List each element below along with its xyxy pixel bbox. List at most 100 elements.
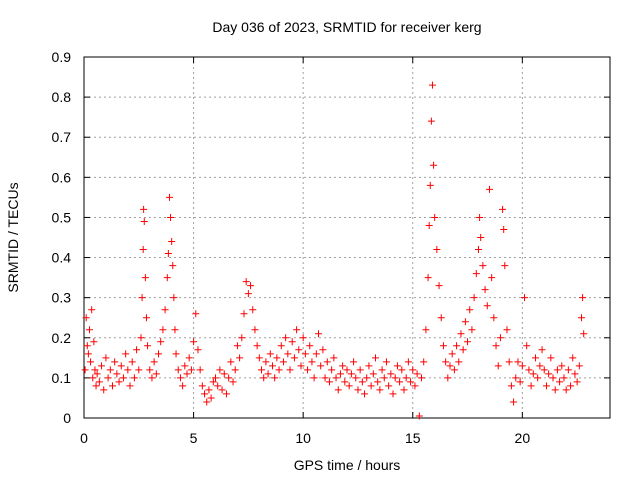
- data-point: [352, 374, 360, 382]
- data-point: [140, 205, 148, 213]
- data-point: [209, 378, 217, 386]
- data-point: [133, 346, 141, 354]
- data-point: [435, 282, 443, 290]
- data-point: [369, 370, 377, 378]
- data-point: [85, 326, 93, 334]
- data-point: [157, 338, 165, 346]
- data-point: [501, 262, 509, 270]
- data-point: [573, 378, 581, 386]
- data-point: [427, 117, 435, 125]
- data-point: [378, 366, 386, 374]
- data-point: [387, 370, 395, 378]
- data-point: [174, 366, 182, 374]
- data-point: [464, 338, 472, 346]
- data-point: [425, 221, 433, 229]
- data-point: [332, 374, 340, 382]
- data-point: [571, 370, 579, 378]
- data-point: [385, 382, 393, 390]
- data-point: [339, 362, 347, 370]
- data-point: [268, 362, 276, 370]
- data-point: [540, 366, 548, 374]
- data-point: [128, 358, 136, 366]
- data-point: [578, 314, 586, 322]
- data-point: [450, 366, 458, 374]
- data-point: [126, 382, 134, 390]
- data-point: [87, 358, 95, 366]
- data-point: [334, 386, 342, 394]
- data-point: [503, 326, 511, 334]
- data-point: [231, 366, 239, 374]
- data-point: [549, 374, 557, 382]
- data-point: [240, 310, 248, 318]
- data-point: [510, 398, 518, 406]
- data-point: [117, 362, 125, 370]
- data-point: [108, 382, 116, 390]
- data-point: [299, 334, 307, 342]
- data-point: [93, 370, 101, 378]
- data-point: [310, 374, 318, 382]
- data-point: [483, 302, 491, 310]
- data-point: [247, 282, 255, 290]
- data-point: [411, 382, 419, 390]
- data-point: [431, 213, 439, 221]
- data-point: [253, 342, 261, 350]
- data-point: [455, 358, 463, 366]
- data-point: [212, 374, 219, 382]
- data-point: [562, 386, 570, 394]
- data-point: [290, 354, 298, 362]
- data-point: [363, 374, 371, 382]
- data-point: [547, 354, 555, 362]
- data-point: [102, 354, 110, 362]
- data-point: [466, 306, 474, 314]
- data-point: [187, 366, 195, 374]
- axis-ticks: 0 0.1 0.2 0.3 0.4 0.5 0.6 0.7 0.8 0.9 0 5 10 15 20: [52, 49, 610, 446]
- x-tick-label: 5: [190, 430, 198, 446]
- data-point: [457, 330, 465, 338]
- data-point: [165, 193, 173, 201]
- data-point: [477, 234, 485, 241]
- data-point: [446, 362, 454, 370]
- data-point: [183, 370, 191, 378]
- data-point: [529, 370, 537, 378]
- data-point: [137, 334, 145, 342]
- data-point: [89, 374, 97, 382]
- data-point: [560, 374, 568, 382]
- data-point: [163, 274, 171, 282]
- data-point: [190, 338, 198, 346]
- data-point: [312, 350, 320, 358]
- data-point: [233, 342, 241, 350]
- data-point: [142, 314, 150, 322]
- data-point: [124, 366, 132, 374]
- data-point: [531, 354, 539, 362]
- data-point: [262, 358, 270, 366]
- data-point: [203, 398, 211, 406]
- data-point: [442, 358, 450, 366]
- data-point: [413, 370, 421, 378]
- data-point: [564, 366, 572, 374]
- data-point: [479, 262, 487, 270]
- x-axis-label: GPS time / hours: [294, 457, 401, 473]
- data-point: [170, 294, 178, 302]
- y-tick-label: 0.2: [52, 330, 72, 346]
- data-point: [365, 362, 373, 370]
- data-point: [279, 358, 287, 366]
- data-point: [236, 354, 244, 362]
- data-point: [558, 362, 566, 370]
- data-point: [113, 370, 121, 378]
- data-point: [176, 374, 184, 382]
- data-point: [422, 326, 430, 334]
- data-point: [328, 366, 336, 374]
- data-point: [161, 306, 169, 314]
- data-point: [470, 294, 478, 302]
- data-point: [330, 354, 338, 362]
- x-tick-label: 20: [515, 430, 531, 446]
- data-point: [301, 350, 309, 358]
- data-point: [415, 412, 423, 420]
- data-point: [358, 378, 366, 386]
- data-point: [88, 306, 96, 314]
- data-point: [391, 374, 399, 382]
- chart-title: Day 036 of 2023, SRMTID for receiver ker…: [212, 19, 481, 35]
- data-point: [567, 382, 575, 390]
- plot-frame: [83, 56, 611, 419]
